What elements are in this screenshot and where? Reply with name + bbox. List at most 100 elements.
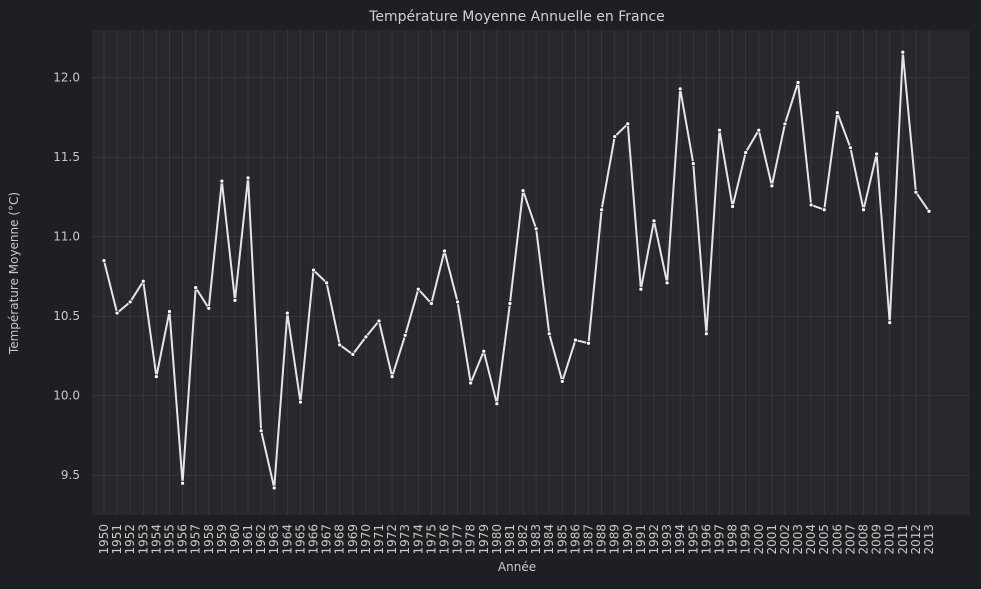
x-tick-label: 1956 — [176, 524, 190, 555]
x-tick-label: 2010 — [883, 524, 897, 555]
data-point — [546, 331, 552, 337]
x-tick-label: 1974 — [411, 524, 425, 555]
data-point — [586, 340, 591, 346]
x-tick-label: 1986 — [568, 524, 582, 555]
x-tick-label: 1967 — [320, 524, 334, 555]
data-point — [376, 318, 382, 324]
data-point — [167, 309, 172, 314]
x-tick-label: 1961 — [241, 524, 255, 555]
data-point — [520, 188, 526, 194]
data-point — [350, 351, 356, 357]
x-tick-label: 1977 — [451, 524, 465, 555]
x-tick-label: 1954 — [149, 524, 163, 555]
x-tick-label: 1960 — [228, 524, 242, 555]
data-point — [913, 189, 919, 195]
series-line — [103, 51, 930, 489]
data-point — [153, 374, 159, 380]
data-point — [311, 267, 316, 273]
data-point — [795, 80, 801, 85]
data-point — [821, 207, 827, 213]
x-tick-label: 1978 — [464, 524, 478, 555]
x-tick-label: 1966 — [307, 524, 321, 555]
y-tick-label: 11.0 — [53, 230, 80, 244]
x-tick-label: 1973 — [398, 524, 412, 555]
data-point — [442, 248, 447, 254]
data-point — [127, 299, 133, 305]
data-point — [834, 110, 840, 116]
y-tick-label: 11.5 — [53, 150, 80, 164]
x-tick-label: 1990 — [621, 524, 635, 555]
y-tick-label: 9.5 — [61, 468, 80, 482]
data-point — [717, 127, 722, 133]
x-tick-label: 1959 — [215, 524, 229, 555]
x-tick-label: 1955 — [162, 524, 176, 555]
series-line-layer — [103, 51, 930, 489]
x-tick-label: 1996 — [699, 524, 713, 555]
x-tick-label: 1994 — [673, 524, 687, 555]
x-tick-label: 1999 — [739, 524, 753, 555]
x-tick-label: 1958 — [202, 524, 216, 555]
x-tick-label: 1987 — [582, 524, 596, 555]
y-tick-label: 12.0 — [53, 71, 80, 85]
x-tick-label: 1972 — [385, 524, 399, 555]
x-tick-label: 1969 — [346, 524, 360, 555]
x-tick-label: 1997 — [712, 524, 726, 555]
x-tick-label: 1957 — [189, 524, 203, 555]
x-tick-label: 1962 — [254, 524, 268, 555]
x-tick-label: 1991 — [634, 524, 648, 555]
x-tick-label: 1968 — [333, 524, 347, 555]
data-point — [101, 258, 107, 263]
x-tick-label: 1971 — [372, 524, 386, 555]
data-point — [703, 331, 709, 337]
x-tick-label: 1964 — [280, 524, 294, 555]
y-tick-label: 10.0 — [53, 389, 80, 403]
data-point — [900, 49, 906, 55]
data-point — [848, 145, 853, 151]
x-tick-label: 1976 — [437, 524, 451, 555]
x-tick-label: 1979 — [477, 524, 491, 555]
data-point — [324, 280, 330, 286]
data-point — [389, 374, 395, 380]
x-tick-labels: 1950 1951 1952 1953 1954 1955 1956 1957 1958 1959… — [97, 524, 936, 555]
data-point — [887, 320, 893, 325]
data-point — [638, 286, 644, 292]
data-point — [140, 278, 146, 284]
data-point — [219, 178, 225, 184]
data-point — [861, 207, 866, 213]
data-point — [756, 127, 762, 133]
data-point — [677, 86, 683, 92]
data-point — [730, 204, 735, 209]
x-tick-label: 1951 — [110, 524, 124, 555]
x-tick-label: 1984 — [542, 524, 556, 555]
data-point — [258, 428, 264, 434]
x-tick-label: 2004 — [804, 524, 818, 555]
x-tick-label: 1952 — [123, 524, 137, 555]
data-point — [573, 337, 578, 343]
data-point — [232, 297, 238, 303]
data-point — [769, 183, 775, 189]
x-tick-label: 2009 — [870, 524, 884, 555]
x-tick-label: 1992 — [647, 524, 661, 555]
x-tick-label: 1983 — [529, 524, 543, 555]
x-tick-label: 1953 — [136, 524, 150, 555]
x-axis-label: Année — [498, 560, 536, 574]
x-tick-label: 2002 — [778, 524, 792, 555]
x-tick-label: 1965 — [293, 524, 307, 555]
data-point — [468, 380, 474, 386]
data-point — [206, 305, 212, 311]
x-tick-label: 2005 — [817, 524, 831, 555]
x-tick-label: 2007 — [843, 524, 857, 555]
data-point — [180, 480, 185, 486]
x-tick-label: 1989 — [608, 524, 622, 555]
x-tick-label: 1995 — [686, 524, 700, 555]
x-tick-label: 2011 — [896, 524, 910, 555]
data-point — [926, 208, 932, 214]
x-tick-label: 1982 — [516, 524, 530, 555]
data-point — [782, 121, 788, 127]
data-point — [651, 218, 657, 224]
data-point — [874, 151, 880, 157]
grid — [92, 30, 970, 515]
data-point — [507, 301, 513, 306]
x-tick-label: 2001 — [765, 524, 779, 555]
data-point — [808, 202, 814, 208]
